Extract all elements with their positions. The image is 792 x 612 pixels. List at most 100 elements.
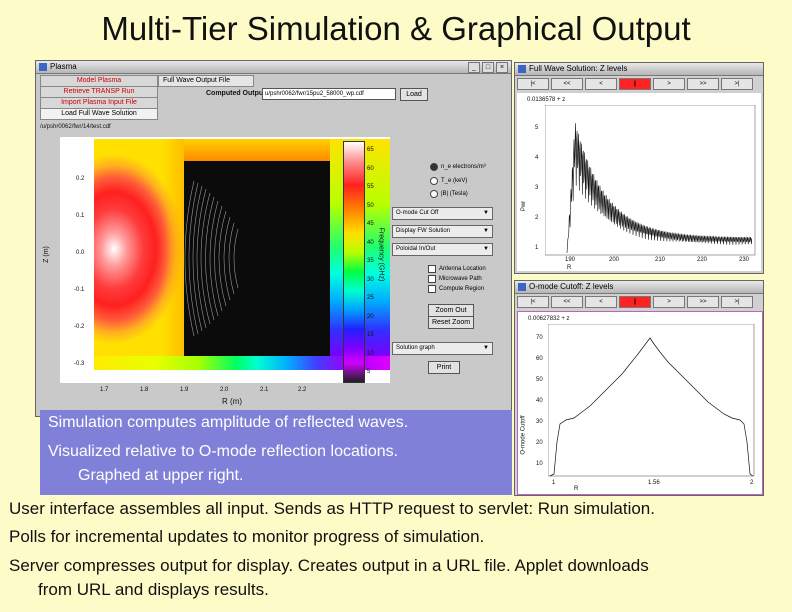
computed-output-field[interactable]: u/pshr0062/fwr/15pu2_58000_wp.cdf — [262, 88, 396, 100]
check-antenna[interactable]: Antenna Location — [428, 265, 486, 273]
y-tick: 0.0 — [76, 250, 85, 256]
reset-zoom-button[interactable]: Reset Zoom — [428, 316, 474, 329]
cb-tick: 50 — [367, 202, 374, 209]
checkbox-label: Microwave Path — [439, 276, 482, 282]
omode-window-title: O-mode Cutoff: Z levels — [529, 282, 614, 291]
checkbox[interactable] — [428, 285, 436, 293]
omode-graph: 0.00627832 + z O-mode Cutoff 70 60 50 40… — [517, 311, 763, 495]
x-tick: 1.8 — [140, 387, 149, 393]
omode-readout: 0.00627832 + z — [528, 316, 570, 322]
app-icon — [39, 63, 47, 71]
x-tick: 230 — [739, 257, 750, 263]
colorbar-label: Frequency (GHz) — [377, 227, 385, 282]
full-wave-window: Full Wave Solution: Z levels |< << < || … — [514, 62, 764, 274]
bullet-text: User interface assembles all input. Send… — [9, 499, 655, 518]
radio-dot[interactable] — [430, 190, 438, 198]
app-icon — [518, 65, 526, 73]
x-tick: 1.7 — [100, 387, 109, 393]
load-button[interactable]: Load — [400, 88, 428, 101]
caption-line: Graphed at upper right. — [78, 467, 244, 484]
y-tick: 4 — [535, 155, 539, 161]
radio-dot[interactable] — [430, 177, 438, 185]
nav-prev-button[interactable]: < — [585, 78, 617, 90]
nav-rewind-button[interactable]: << — [551, 296, 583, 308]
y-tick: 70 — [536, 335, 543, 341]
cb-tick: 45 — [367, 221, 374, 227]
cb-tick: 10 — [367, 350, 374, 357]
fw-xlabel: R — [567, 265, 572, 271]
y-tick: -0.2 — [74, 324, 85, 330]
radio-density[interactable]: n_e electrons/m³ — [430, 163, 486, 171]
cb-tick: 15 — [367, 332, 374, 338]
nav-first-button[interactable]: |< — [517, 296, 549, 308]
checkbox[interactable] — [428, 265, 436, 273]
fw-yticks: 5 4 3 2 1 — [535, 113, 538, 263]
nav-last-button[interactable]: >| — [721, 78, 753, 90]
radio-dot[interactable] — [430, 163, 438, 171]
x-tick: 1.56 — [648, 480, 660, 486]
y-tick: 3 — [535, 185, 539, 191]
select-solution-graph[interactable]: Solution graph — [392, 342, 493, 355]
y-tick: 2 — [535, 215, 539, 221]
radio-label: n_e electrons/m³ — [441, 164, 486, 170]
x-tick: 1.9 — [180, 387, 189, 393]
checkbox[interactable] — [428, 275, 436, 283]
cb-tick: 55 — [367, 184, 374, 190]
nav-first-button[interactable]: |< — [517, 78, 549, 90]
fw-ylabel: Pwr — [521, 200, 528, 212]
y-tick: 60 — [536, 356, 543, 362]
nav-next-button[interactable]: > — [653, 296, 685, 308]
maximize-icon[interactable]: □ — [482, 62, 494, 73]
nav-ff-button[interactable]: >> — [687, 78, 719, 90]
cb-tick: 30 — [367, 276, 374, 283]
radio-te[interactable]: T_e (keV) — [430, 177, 467, 185]
radio-b[interactable]: |B| (Tesla) — [430, 190, 468, 198]
radio-label: |B| (Tesla) — [441, 191, 468, 197]
nav-next-button[interactable]: > — [653, 78, 685, 90]
slide-title: Multi-Tier Simulation & Graphical Output — [101, 10, 691, 47]
cb-tick: 40 — [367, 239, 374, 246]
checkbox-label: Compute Region — [439, 286, 485, 292]
x-tick: 2.2 — [298, 387, 307, 393]
nav-last-button[interactable]: >| — [721, 296, 753, 308]
caption-line: Visualized relative to O-mode reflection… — [48, 443, 399, 460]
omode-nav: |< << < || > >> >| — [515, 294, 763, 310]
check-compute-region[interactable]: Compute Region — [428, 285, 484, 293]
checkbox-label: Antenna Location — [439, 266, 486, 272]
minimize-icon[interactable]: _ — [468, 62, 480, 73]
check-microwave[interactable]: Microwave Path — [428, 275, 482, 283]
heatmap-bottom-strip — [94, 356, 390, 370]
fw-readout: 0.0136578 + z — [527, 97, 566, 103]
close-icon[interactable]: × — [496, 62, 508, 73]
x-tick: 210 — [655, 257, 666, 263]
nav-rewind-button[interactable]: << — [551, 78, 583, 90]
plasma-window-title: Plasma — [50, 62, 77, 71]
print-button[interactable]: Print — [428, 361, 460, 374]
wave-solution-region — [184, 161, 330, 356]
fw-titlebar[interactable]: Full Wave Solution: Z levels — [515, 63, 763, 76]
select-display-solution[interactable]: Display FW Solution — [392, 225, 493, 238]
omode-titlebar[interactable]: O-mode Cutoff: Z levels — [515, 281, 763, 294]
select-poloidal[interactable]: Poloidal In/Out — [392, 243, 493, 256]
tab-full-wave-output[interactable]: Full Wave Output File — [158, 75, 254, 87]
nav-ff-button[interactable]: >> — [687, 296, 719, 308]
omode-xlabel: R — [574, 486, 579, 492]
heatmap-top-strip — [184, 139, 330, 161]
cb-tick: 35 — [367, 258, 374, 264]
fw-window-title: Full Wave Solution: Z levels — [529, 64, 628, 73]
fw-graph: 0.0136578 + z Pwr 5 4 3 2 1 190 200 210 … — [517, 93, 761, 271]
nav-prev-button[interactable]: < — [585, 296, 617, 308]
x-tick: 2.1 — [260, 387, 269, 393]
y-tick: 20 — [536, 440, 543, 446]
y-tick: 30 — [536, 419, 543, 425]
omode-window: O-mode Cutoff: Z levels |< << < || > >> … — [514, 280, 764, 496]
fw-nav: |< << < || > >> >| — [515, 76, 763, 92]
y-tick: 10 — [536, 461, 543, 467]
tab-load-full-wave[interactable]: Load Full Wave Solution — [40, 108, 158, 120]
plasma-titlebar[interactable]: Plasma _ □ × — [36, 61, 511, 74]
select-omode-cutoff[interactable]: O-mode Cut Off — [392, 207, 493, 220]
nav-pause-button[interactable]: || — [619, 78, 651, 90]
colorbar — [343, 141, 365, 383]
nav-pause-button[interactable]: || — [619, 296, 651, 308]
y-tick: 0.2 — [76, 176, 85, 182]
